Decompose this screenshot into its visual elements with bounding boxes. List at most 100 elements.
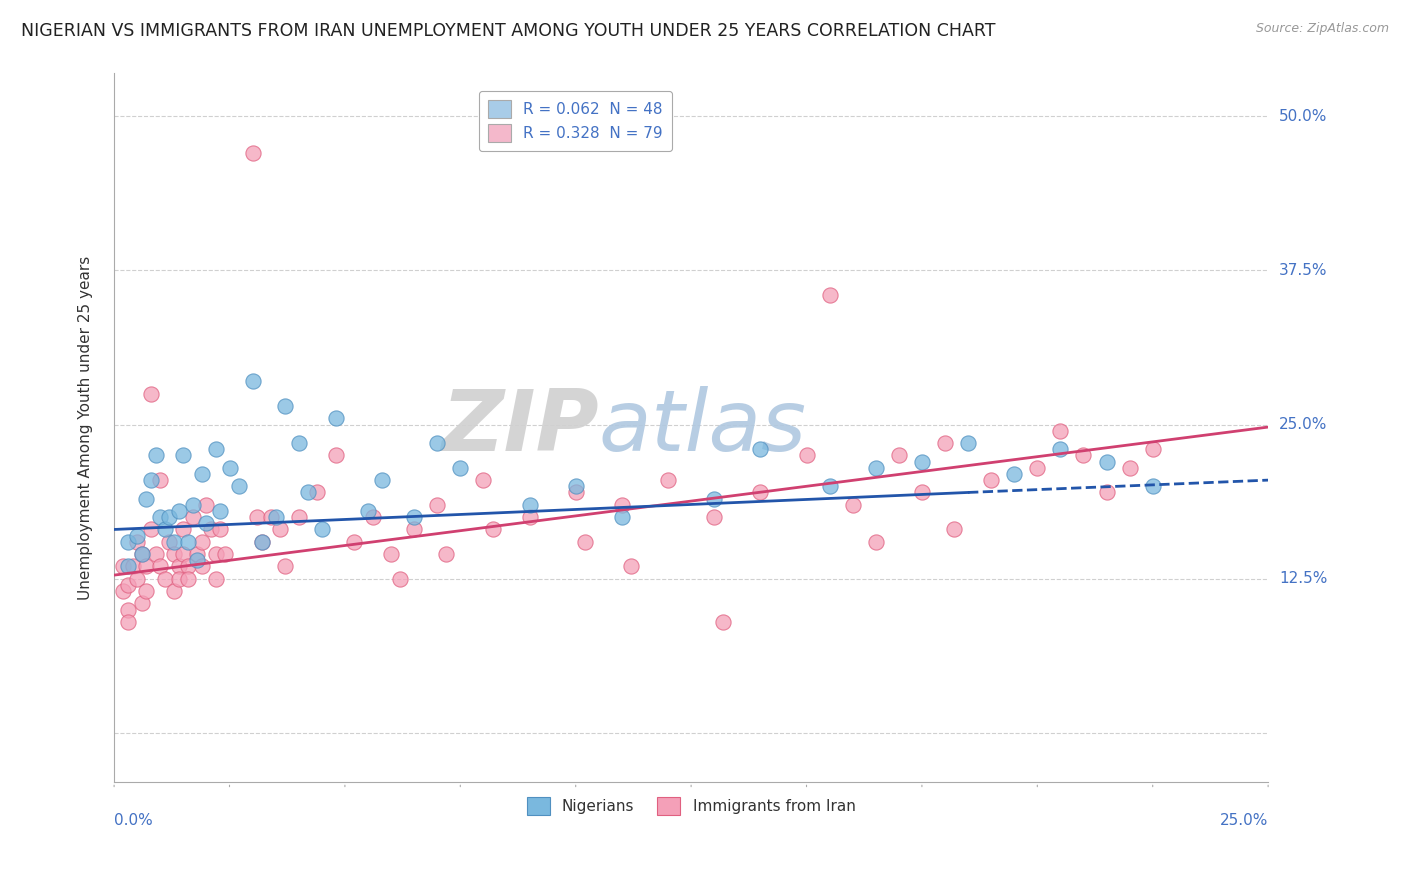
Point: [250, 534, 273, 549]
Point: [620, 559, 643, 574]
Point: [186, 547, 208, 561]
Point: [149, 510, 172, 524]
Point: [260, 510, 283, 524]
Point: [121, 559, 143, 574]
Point: [139, 386, 162, 401]
Point: [865, 534, 887, 549]
Point: [204, 547, 226, 561]
Point: [749, 485, 772, 500]
Point: [139, 473, 162, 487]
Text: ZIP: ZIP: [441, 386, 599, 469]
Point: [131, 597, 153, 611]
Text: 37.5%: 37.5%: [1279, 263, 1327, 278]
Point: [167, 559, 190, 574]
Point: [172, 523, 194, 537]
Point: [242, 146, 264, 161]
Point: [218, 460, 240, 475]
Point: [209, 504, 232, 518]
Point: [426, 436, 449, 450]
Point: [610, 510, 633, 524]
Point: [127, 534, 149, 549]
Point: [127, 528, 149, 542]
Point: [357, 504, 380, 518]
Point: [195, 498, 218, 512]
Point: [167, 572, 190, 586]
Point: [325, 449, 347, 463]
Point: [934, 436, 956, 450]
Point: [911, 485, 934, 500]
Point: [172, 449, 194, 463]
Point: [274, 399, 297, 413]
Text: atlas: atlas: [599, 386, 807, 469]
Point: [131, 547, 153, 561]
Point: [117, 578, 139, 592]
Point: [117, 534, 139, 549]
Point: [361, 510, 384, 524]
Point: [325, 411, 347, 425]
Point: [1002, 467, 1025, 481]
Text: 25.0%: 25.0%: [1279, 417, 1327, 432]
Point: [818, 288, 841, 302]
Point: [269, 523, 291, 537]
Legend: Nigerians, Immigrants from Iran: Nigerians, Immigrants from Iran: [520, 791, 862, 821]
Text: 50.0%: 50.0%: [1279, 109, 1327, 124]
Point: [264, 510, 287, 524]
Text: Source: ZipAtlas.com: Source: ZipAtlas.com: [1256, 22, 1389, 36]
Point: [436, 547, 458, 561]
Point: [209, 523, 232, 537]
Point: [149, 559, 172, 574]
Point: [135, 491, 157, 506]
Point: [657, 473, 679, 487]
Point: [796, 449, 818, 463]
Point: [1073, 449, 1095, 463]
Point: [153, 572, 176, 586]
Point: [204, 572, 226, 586]
Text: 0.0%: 0.0%: [114, 813, 153, 828]
Point: [163, 534, 186, 549]
Point: [574, 534, 596, 549]
Point: [1118, 460, 1140, 475]
Point: [1095, 485, 1118, 500]
Point: [297, 485, 319, 500]
Text: 25.0%: 25.0%: [1220, 813, 1268, 828]
Point: [1095, 455, 1118, 469]
Point: [610, 498, 633, 512]
Point: [242, 375, 264, 389]
Point: [181, 510, 204, 524]
Point: [228, 479, 250, 493]
Point: [117, 615, 139, 629]
Point: [818, 479, 841, 493]
Point: [481, 523, 503, 537]
Text: 12.5%: 12.5%: [1279, 571, 1327, 586]
Point: [204, 442, 226, 457]
Point: [713, 615, 735, 629]
Point: [172, 547, 194, 561]
Point: [404, 523, 426, 537]
Point: [519, 498, 541, 512]
Point: [287, 436, 309, 450]
Point: [246, 510, 269, 524]
Point: [191, 534, 214, 549]
Point: [191, 467, 214, 481]
Point: [112, 559, 135, 574]
Point: [887, 449, 910, 463]
Point: [153, 523, 176, 537]
Point: [749, 442, 772, 457]
Point: [181, 498, 204, 512]
Point: [380, 547, 402, 561]
Point: [311, 523, 333, 537]
Point: [564, 485, 586, 500]
Point: [371, 473, 394, 487]
Point: [472, 473, 495, 487]
Point: [186, 553, 208, 567]
Point: [135, 559, 157, 574]
Point: [250, 534, 273, 549]
Point: [426, 498, 449, 512]
Point: [159, 510, 181, 524]
Point: [865, 460, 887, 475]
Point: [145, 449, 167, 463]
Point: [112, 584, 135, 599]
Point: [214, 547, 236, 561]
Point: [195, 516, 218, 531]
Point: [127, 572, 149, 586]
